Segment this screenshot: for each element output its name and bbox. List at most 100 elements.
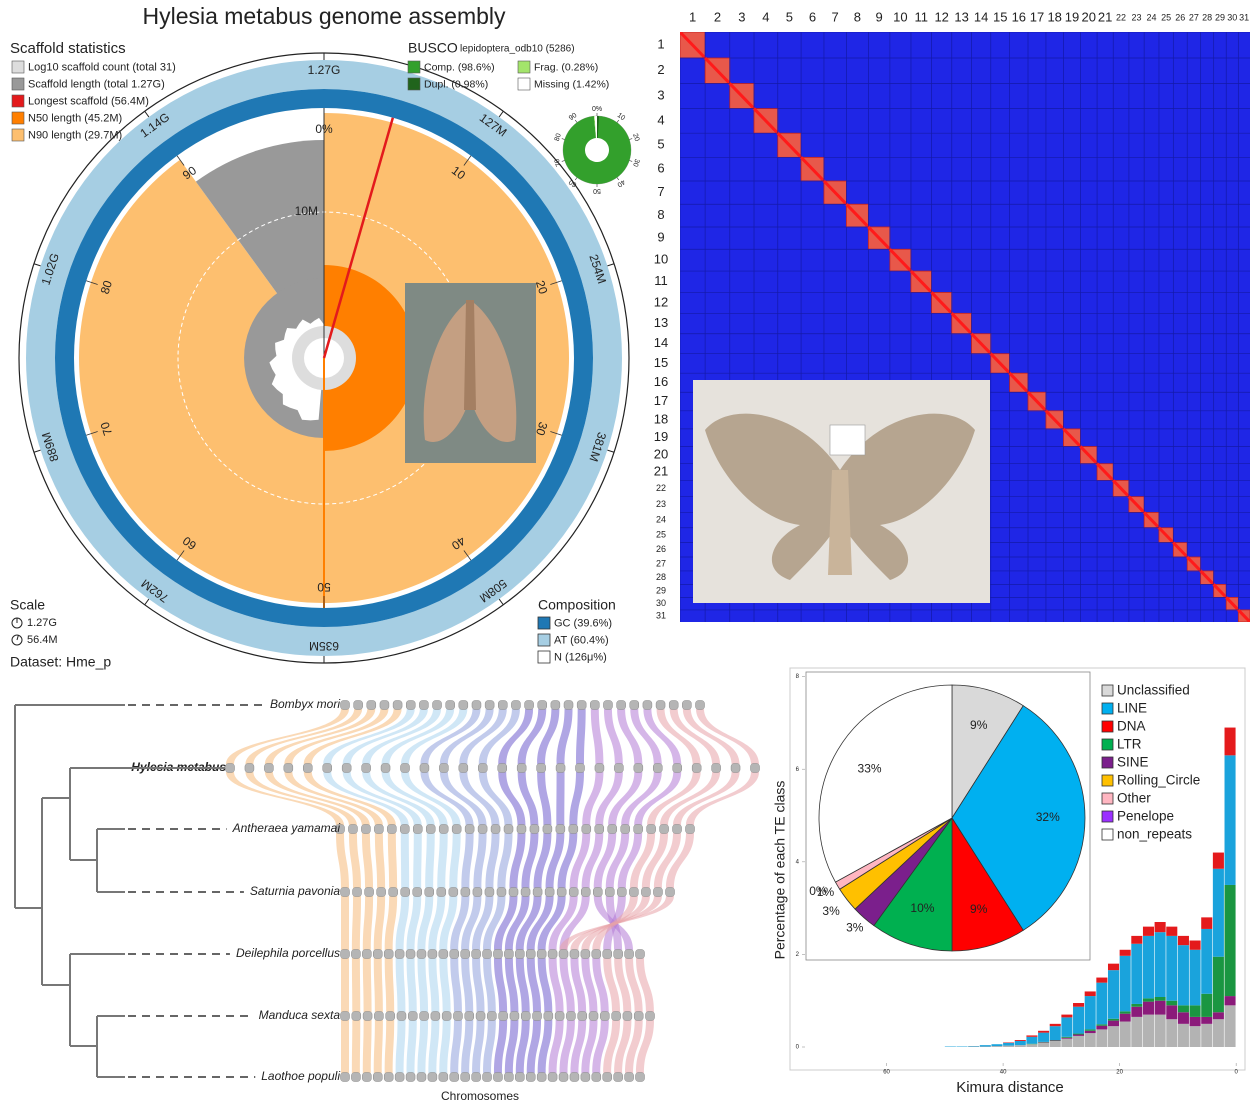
chromosome-box <box>750 763 760 773</box>
legend-label: Longest scaffold (56.4M) <box>28 95 149 107</box>
histogram-bar <box>1224 1005 1236 1047</box>
synteny-ribbon <box>504 958 519 1012</box>
chromosome-box <box>603 700 613 710</box>
hic-row-label: 15 <box>654 355 668 370</box>
busco-tick-label: 10 <box>616 112 627 122</box>
hic-row-label: 17 <box>654 393 668 408</box>
legend-swatch <box>1101 756 1114 769</box>
histogram-bar <box>1154 1014 1166 1047</box>
hic-col-label: 21 <box>1098 9 1112 24</box>
hic-col-label: 28 <box>1202 12 1212 22</box>
synteny-ribbon <box>498 709 534 764</box>
hic-col-label: 22 <box>1116 12 1126 22</box>
chromosome-box <box>566 1011 576 1021</box>
synteny-ribbon <box>406 1020 417 1073</box>
hic-row-label: 2 <box>657 62 664 77</box>
chromosome-box <box>611 1011 621 1021</box>
chromosome-box <box>685 824 695 834</box>
hic-diagonal <box>680 32 707 60</box>
hic-col-label: 15 <box>993 9 1007 24</box>
length-tick <box>144 598 150 606</box>
synteny-ribbon <box>526 896 554 950</box>
chromosome-box <box>373 1072 383 1082</box>
synteny-ribbon <box>630 709 662 764</box>
chromosome-box <box>536 1072 547 1082</box>
synteny-ribbon <box>483 958 496 1012</box>
hic-col-label: 27 <box>1189 12 1199 22</box>
busco-tick-label: 0% <box>592 106 602 113</box>
busco-label: Comp. (98.6%) <box>424 61 495 73</box>
chromosome-box <box>635 1072 645 1082</box>
percent-tick <box>176 550 185 561</box>
histogram-bar <box>1061 1036 1073 1038</box>
chromosome-box <box>477 824 488 834</box>
synteny-ribbon <box>485 833 500 888</box>
plot-frame <box>789 667 1246 1071</box>
histogram-bar <box>1142 1001 1154 1015</box>
chromosome-box <box>387 824 397 834</box>
busco-label: Frag. (0.28%) <box>534 61 598 73</box>
synteny-ribbon <box>395 958 406 1012</box>
synteny-ribbon <box>504 896 530 950</box>
species-label: Bombyx mori <box>270 697 340 711</box>
synteny-ribbon <box>461 958 474 1012</box>
chromosome-box <box>419 700 429 710</box>
hic-row-label: 8 <box>657 207 664 222</box>
synteny-ribbon <box>428 1020 440 1073</box>
chromosome-box <box>547 949 558 959</box>
busco-tick <box>575 119 578 123</box>
chromosome-box <box>668 700 679 710</box>
histogram-bar <box>1096 1025 1108 1030</box>
synteny-ribbon <box>556 709 573 764</box>
synteny-ribbon <box>439 958 451 1012</box>
length-tick-label: 1.27G <box>308 63 341 77</box>
synteny-ribbon <box>603 958 621 1012</box>
synteny-ribbon <box>245 709 363 764</box>
histogram-bar <box>1084 1029 1096 1031</box>
pie-value-label: 33% <box>858 761 882 775</box>
chromosome-box <box>641 887 651 897</box>
hic-col-label: 26 <box>1175 12 1185 22</box>
chromosome-box <box>472 887 483 897</box>
chromosome-box <box>504 949 514 959</box>
busco-tick <box>629 138 633 140</box>
synteny-ribbon <box>459 772 500 825</box>
chromosome-box <box>364 887 374 897</box>
composition-swatch <box>537 616 551 630</box>
synteny-ribbon <box>478 709 520 764</box>
hic-diagonal <box>1112 479 1130 498</box>
legend-label: LTR <box>1117 737 1142 752</box>
chromosome-box <box>511 700 521 710</box>
synteny-ribbon <box>515 958 530 1012</box>
synteny-ribbon <box>592 958 609 1012</box>
chromosome-box <box>400 763 410 773</box>
synteny-ribbon <box>498 772 526 825</box>
histogram-bar <box>1003 1042 1015 1046</box>
histogram-bar <box>991 1046 1003 1047</box>
chromosome-box <box>617 887 627 897</box>
chromosome-box <box>525 1072 536 1082</box>
percent-tick-label: 0% <box>315 122 333 136</box>
synteny-ribbon <box>351 1020 361 1073</box>
synteny-ribbon <box>576 709 586 764</box>
hic-row-label: 21 <box>654 464 668 479</box>
chromosome-box <box>629 887 639 897</box>
histogram-bar <box>1131 1016 1143 1047</box>
histogram-bar <box>1212 956 1224 1013</box>
chromosome-box <box>493 949 503 959</box>
synteny-ribbon <box>570 958 587 1012</box>
hic-col-label: 1 <box>689 9 696 24</box>
synteny-ribbon <box>406 958 417 1012</box>
histogram-bar <box>1166 935 1178 1001</box>
synteny-ribbon <box>401 709 468 764</box>
chromosome-box <box>419 763 430 773</box>
hic-row-label: 6 <box>657 161 664 176</box>
synteny-ribbon <box>472 958 485 1012</box>
composition-label: N (126μ%) <box>554 651 607 663</box>
hic-diagonal <box>1212 583 1228 599</box>
hic-row-label: 3 <box>657 87 664 102</box>
histogram-bar <box>1154 932 1166 997</box>
synteny-ribbon <box>323 772 409 825</box>
hic-col-label: 20 <box>1082 9 1096 24</box>
synteny-ribbon <box>226 709 349 764</box>
